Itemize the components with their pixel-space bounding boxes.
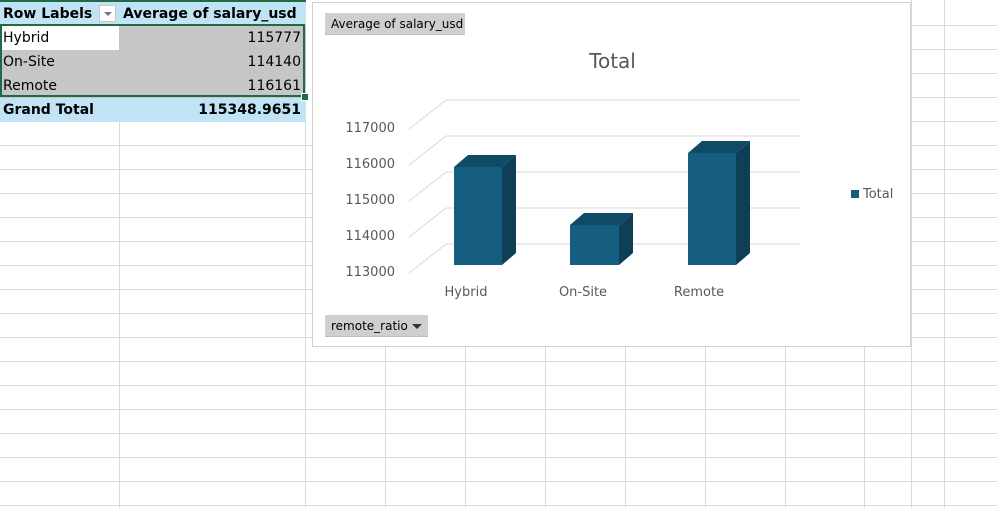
table-row: On-Site 114140: [0, 50, 306, 74]
pivot-header-row: Row Labels Average of salary_usd: [0, 2, 306, 26]
pivot-chart[interactable]: Average of salary_usd Total 117000: [312, 2, 911, 347]
y-tick-label: 113000: [345, 265, 395, 280]
y-tick-label: 117000: [345, 121, 395, 136]
plot-area[interactable]: [313, 3, 912, 348]
y-tick-label: 115000: [345, 193, 395, 208]
value-header[interactable]: Average of salary_usd: [123, 6, 297, 22]
row-labels-header[interactable]: Row Labels: [3, 6, 93, 22]
axis-field-button-remote-ratio[interactable]: remote_ratio: [325, 315, 428, 337]
legend-swatch-icon: [851, 190, 859, 198]
y-tick-label: 114000: [345, 229, 395, 244]
table-row: Hybrid 115777: [0, 26, 306, 50]
table-row: Remote 116161: [0, 74, 306, 98]
row-label[interactable]: Remote: [3, 78, 58, 94]
x-category-label: Remote: [673, 285, 725, 300]
chart-title[interactable]: Total: [589, 49, 636, 73]
gridlines: [408, 99, 800, 274]
y-tick-label: 116000: [345, 157, 395, 172]
row-labels-filter-dropdown-icon[interactable]: [99, 5, 116, 22]
row-label[interactable]: Hybrid: [0, 26, 119, 50]
row-label[interactable]: On-Site: [3, 54, 55, 70]
value-field-button[interactable]: Average of salary_usd: [325, 13, 465, 35]
chart-legend[interactable]: Total: [851, 187, 893, 202]
x-category-label: On-Site: [558, 285, 608, 300]
bar-onsite: [570, 213, 633, 265]
row-value[interactable]: 116161: [247, 78, 301, 94]
grand-total-row: Grand Total 115348.9651: [0, 98, 306, 122]
row-value[interactable]: 115777: [247, 30, 301, 46]
x-category-label: Hybrid: [444, 285, 488, 300]
legend-entry: Total: [863, 187, 894, 202]
fill-handle[interactable]: [301, 93, 309, 101]
grand-total-value[interactable]: 115348.9651: [198, 102, 301, 118]
bar-remote: [688, 141, 750, 265]
table-top-border: [0, 0, 306, 2]
grand-total-label[interactable]: Grand Total: [3, 102, 94, 118]
bar-hybrid: [454, 155, 516, 265]
row-value[interactable]: 114140: [247, 54, 301, 70]
